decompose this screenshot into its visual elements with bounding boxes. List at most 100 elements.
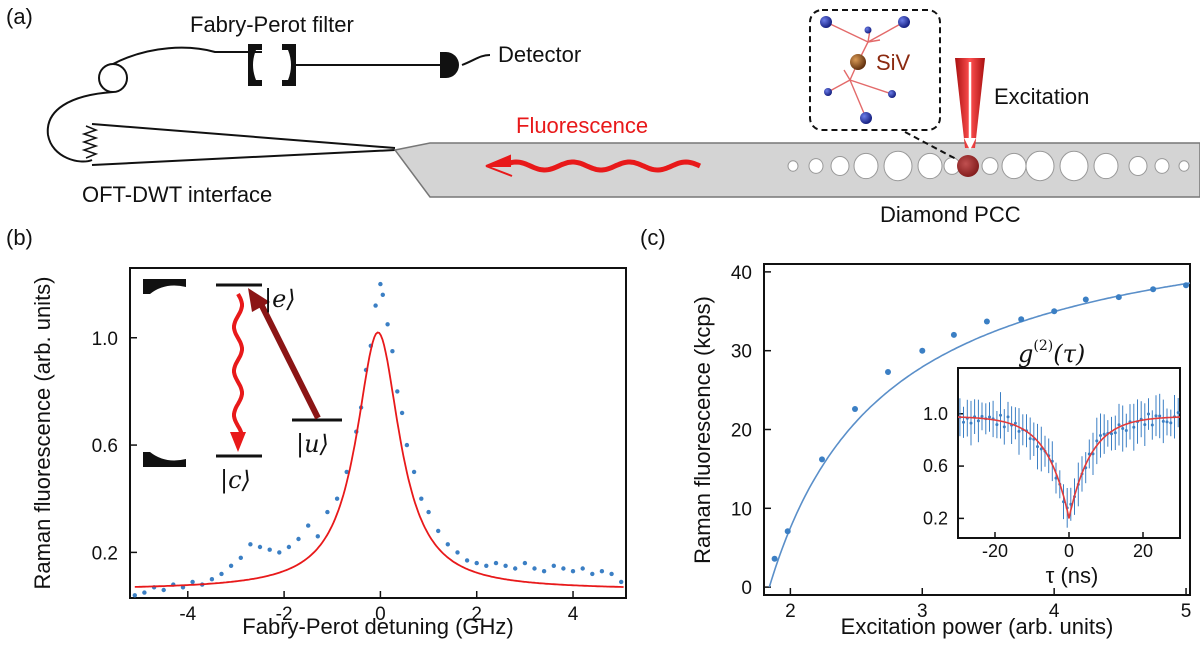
chart-c-point: [784, 528, 791, 535]
g2-ytick-label: 0.2: [923, 508, 948, 528]
g2-inset-frame: [957, 367, 1181, 539]
siv-center-spot: [957, 155, 979, 177]
fiber-to-filter: [112, 46, 262, 65]
chart-b-ytick-label: 0.6: [92, 436, 118, 457]
drive-arrow: [255, 296, 321, 420]
g2-point: [976, 419, 980, 423]
chart-b-point: [522, 560, 528, 566]
g2-point: [1102, 432, 1106, 436]
g2-point: [1154, 414, 1158, 418]
chart-b-point: [493, 560, 499, 566]
chart-b-point: [385, 322, 390, 327]
chart-b-point: [306, 523, 311, 528]
chart-c-xlabel: Excitation power (arb. units): [841, 614, 1114, 639]
g2-point: [1113, 431, 1117, 435]
fiber-loop: [98, 63, 128, 93]
g2-title-super: (2): [1033, 338, 1053, 354]
fiber-tail: [46, 91, 114, 163]
chart-b-point: [190, 579, 195, 585]
chart-c-ytick-label: 10: [731, 499, 752, 520]
chart-c-ylabel: Raman fluorescence (kcps): [690, 296, 715, 564]
chart-b-points: [132, 281, 624, 598]
g2-ytick-label: 1.0: [923, 404, 948, 424]
optical-fiber: [46, 46, 491, 163]
photonic-crystal-holes: [787, 150, 1190, 182]
detector-label: Detector: [498, 42, 581, 67]
chart-b-point: [609, 571, 614, 577]
chart-b-ytick-label: 0.2: [92, 543, 118, 564]
siv-callout-box: [809, 9, 941, 131]
chart-c-point: [852, 406, 858, 412]
g2-point: [1176, 411, 1180, 415]
chart-b-point: [541, 569, 547, 574]
fluorescence-arrowhead: [485, 154, 513, 177]
chart-c-point: [1018, 316, 1025, 323]
chart-b-point: [436, 528, 441, 534]
chart-b-ytick-label: 1.0: [92, 329, 118, 350]
chart-b-point: [390, 349, 395, 354]
pcc-hole: [1128, 156, 1148, 176]
panel-label-b: (b): [6, 225, 33, 250]
chart-b-fit-line: [134, 331, 624, 588]
pcc-hole: [1154, 158, 1170, 174]
level-u-label: |u⟩: [296, 430, 329, 459]
pcc-hole: [787, 160, 799, 172]
excitation-label: Excitation: [994, 84, 1089, 109]
panel-label-c: (c): [640, 225, 666, 250]
chart-b-xtick-label: 0: [375, 604, 386, 625]
pcc-hole: [981, 157, 999, 175]
chart-b-point: [395, 389, 400, 394]
g2-inset-fit-line: [958, 416, 1180, 519]
fabry-perot-filter-label: Fabry-Perot filter: [190, 12, 354, 37]
g2-point: [1006, 415, 1010, 419]
chart-b-point: [209, 577, 215, 582]
level-e-label: |e⟩: [264, 285, 296, 314]
fabry-perot-filter-icon: [248, 44, 296, 86]
level-diagram: |e⟩ |u⟩ |c⟩: [143, 279, 342, 495]
chart-b-xtick-label: 4: [568, 604, 579, 625]
pcc-hole: [1025, 150, 1055, 182]
g2-point: [969, 421, 973, 425]
g2-xtick-label: 20: [1133, 541, 1153, 561]
g2-point: [1143, 423, 1147, 427]
chart-c-point: [950, 331, 957, 338]
chart-c-ytick-label: 20: [731, 421, 752, 442]
chart-b-point: [399, 410, 405, 416]
chart-c-point: [1082, 296, 1089, 303]
cavity-mirror-bottom-icon: [143, 452, 186, 467]
cavity-mirror-top-icon: [143, 279, 186, 294]
g2-point: [1028, 437, 1032, 441]
chart-b-point: [219, 571, 224, 577]
chart-b-point: [238, 555, 243, 560]
chart-b-point: [513, 566, 518, 571]
chart-b-point: [570, 569, 576, 574]
fluorescence-label: Fluorescence: [516, 113, 648, 138]
chart-b-point: [161, 587, 166, 593]
g2-inset: -20 0 20 0.2 0.6 1.0 g(2)(τ) τ (ns): [923, 338, 1181, 588]
g2-point: [1150, 423, 1154, 427]
pcc-hole: [1001, 152, 1027, 180]
chart-b-point: [325, 509, 330, 515]
pcc-label: Diamond PCC: [880, 202, 1021, 227]
g2-point: [1158, 414, 1162, 418]
g2-point: [1161, 419, 1165, 423]
chart-b-point: [474, 560, 479, 566]
g2-point: [1121, 427, 1125, 430]
chart-b-ylabel: Raman fluorescence (arb. units): [30, 276, 55, 589]
g2-point: [1110, 432, 1113, 436]
g2-point: [1017, 429, 1021, 433]
pcc-hole: [853, 152, 879, 180]
g2-inset-ticks: -20 0 20 0.2 0.6 1.0: [923, 404, 1153, 561]
chart-b-point: [419, 496, 424, 501]
excitation-arrowhead: [964, 138, 976, 150]
chart-c-ytick-label: 30: [731, 342, 752, 363]
fluorescence-wave: [507, 159, 702, 173]
g2-inset-title: g(2)(τ): [1018, 338, 1085, 368]
panel-a: (a) Fabry-Perot filter Detector: [6, 4, 1200, 227]
g2-point: [1002, 425, 1006, 429]
g2-title-main: g: [1018, 340, 1033, 368]
chart-c-ytick-label: 0: [741, 578, 752, 599]
g2-point: [988, 415, 991, 419]
